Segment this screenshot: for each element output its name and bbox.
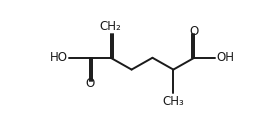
Text: OH: OH xyxy=(216,51,234,64)
Text: O: O xyxy=(190,25,199,38)
Text: O: O xyxy=(85,77,95,90)
Text: HO: HO xyxy=(50,51,68,64)
Text: CH₂: CH₂ xyxy=(100,20,121,33)
Text: CH₃: CH₃ xyxy=(163,95,184,108)
